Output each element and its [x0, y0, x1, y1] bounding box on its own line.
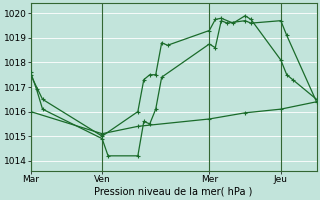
X-axis label: Pression niveau de la mer( hPa ): Pression niveau de la mer( hPa ) — [94, 187, 253, 197]
